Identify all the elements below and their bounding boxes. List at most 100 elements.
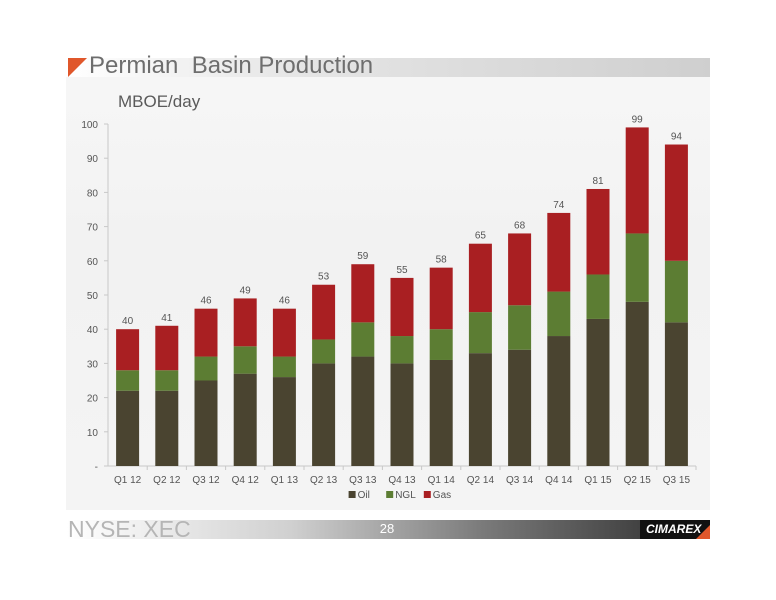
bar-segment-ngl bbox=[272, 356, 296, 378]
x-tick-label: Q2 14 bbox=[467, 475, 495, 486]
bar-total-label: 40 bbox=[122, 316, 134, 327]
bar-segment-gas bbox=[586, 188, 610, 275]
bar-segment-gas bbox=[312, 284, 336, 340]
bar-segment-oil bbox=[155, 390, 179, 466]
bar-segment-oil bbox=[586, 318, 610, 466]
bar-segment-ngl bbox=[664, 260, 688, 323]
y-tick-label: 40 bbox=[87, 325, 99, 336]
legend-label-ngl: NGL bbox=[395, 490, 416, 501]
bar-segment-ngl bbox=[547, 291, 571, 337]
bar-segment-gas bbox=[194, 308, 218, 357]
x-tick-label: Q3 14 bbox=[506, 475, 534, 486]
bar-segment-gas bbox=[547, 212, 571, 292]
bar-segment-oil bbox=[351, 356, 375, 466]
title-accent bbox=[68, 58, 87, 77]
company-logo: CIMAREX bbox=[640, 520, 710, 539]
bar-segment-gas bbox=[390, 277, 414, 337]
bar-segment-gas bbox=[508, 233, 532, 306]
legend-swatch-ngl bbox=[386, 491, 394, 498]
x-tick-label: Q1 12 bbox=[114, 475, 142, 486]
bar-segment-gas bbox=[664, 144, 688, 261]
bar-segment-oil bbox=[390, 363, 414, 466]
bar-segment-oil bbox=[194, 380, 218, 466]
page-number: 28 bbox=[379, 521, 395, 536]
bar-segment-oil bbox=[547, 336, 571, 466]
bar-segment-ngl bbox=[233, 346, 257, 374]
bar-segment-oil bbox=[508, 349, 532, 466]
bar-segment-gas bbox=[625, 127, 649, 234]
x-tick-label: Q3 15 bbox=[663, 475, 691, 486]
bar-segment-oil bbox=[272, 377, 296, 466]
bar-segment-ngl bbox=[625, 233, 649, 302]
logo-text: CIMAREX bbox=[646, 522, 702, 536]
bar-segment-ngl bbox=[586, 274, 610, 319]
bar-total-label: 59 bbox=[357, 251, 369, 262]
x-tick-label: Q3 12 bbox=[192, 475, 220, 486]
x-tick-label: Q4 12 bbox=[232, 475, 260, 486]
bar-segment-oil bbox=[625, 301, 649, 466]
bar-total-label: 55 bbox=[396, 265, 408, 276]
bar-segment-oil bbox=[664, 322, 688, 466]
bar-total-label: 81 bbox=[592, 176, 604, 187]
bar-segment-gas bbox=[351, 264, 375, 323]
legend-swatch-gas bbox=[423, 491, 431, 498]
legend-label-oil: Oil bbox=[358, 490, 370, 501]
bar-segment-oil bbox=[116, 390, 140, 466]
legend-swatch-oil bbox=[348, 491, 356, 498]
bar-segment-ngl bbox=[155, 370, 179, 391]
bar-segment-ngl bbox=[508, 305, 532, 350]
x-tick-label: Q2 12 bbox=[153, 475, 181, 486]
x-tick-label: Q3 13 bbox=[349, 475, 377, 486]
y-tick-label: - bbox=[95, 462, 98, 473]
x-tick-label: Q2 13 bbox=[310, 475, 338, 486]
bar-total-label: 46 bbox=[279, 296, 291, 307]
bar-segment-ngl bbox=[390, 336, 414, 364]
unit-label: MBOE/day bbox=[118, 92, 201, 111]
bar-segment-ngl bbox=[116, 370, 140, 391]
bar-total-label: 68 bbox=[514, 220, 526, 231]
bar-segment-gas bbox=[272, 308, 296, 357]
bar-total-label: 94 bbox=[671, 132, 683, 143]
bar-total-label: 53 bbox=[318, 272, 330, 283]
y-tick-label: 60 bbox=[87, 257, 99, 268]
bar-total-label: 65 bbox=[475, 231, 487, 242]
bar-segment-ngl bbox=[194, 356, 218, 381]
bar-total-label: 46 bbox=[200, 296, 212, 307]
y-tick-label: 50 bbox=[87, 291, 99, 302]
stock-ticker: NYSE: XEC bbox=[68, 516, 191, 542]
y-tick-label: 20 bbox=[87, 394, 99, 405]
y-tick-label: 90 bbox=[87, 154, 99, 165]
bar-segment-gas bbox=[155, 325, 179, 371]
bar-segment-gas bbox=[116, 329, 140, 371]
x-tick-label: Q2 15 bbox=[624, 475, 652, 486]
bar-segment-gas bbox=[429, 267, 453, 330]
bar-segment-gas bbox=[233, 298, 257, 347]
x-tick-label: Q1 13 bbox=[271, 475, 299, 486]
footer-bar bbox=[66, 520, 708, 539]
bar-total-label: 58 bbox=[436, 255, 448, 266]
x-tick-label: Q1 15 bbox=[584, 475, 612, 486]
y-tick-label: 10 bbox=[87, 428, 99, 439]
bar-segment-oil bbox=[429, 359, 453, 466]
bar-segment-ngl bbox=[351, 322, 375, 357]
bar-segment-ngl bbox=[429, 329, 453, 360]
bar-segment-oil bbox=[468, 353, 492, 466]
bar-segment-ngl bbox=[312, 339, 336, 364]
slide-title: Permian Basin Production bbox=[89, 52, 374, 79]
bar-total-label: 49 bbox=[240, 285, 252, 296]
x-tick-label: Q4 14 bbox=[545, 475, 573, 486]
y-tick-label: 30 bbox=[87, 359, 99, 370]
x-tick-label: Q4 13 bbox=[388, 475, 416, 486]
y-tick-label: 70 bbox=[87, 223, 99, 234]
bar-total-label: 41 bbox=[161, 313, 173, 324]
bar-segment-gas bbox=[468, 243, 492, 313]
y-tick-label: 80 bbox=[87, 188, 99, 199]
bar-segment-oil bbox=[233, 373, 257, 466]
logo-accent bbox=[696, 525, 710, 539]
y-tick-label: 100 bbox=[81, 120, 98, 131]
title-bar bbox=[66, 58, 710, 77]
bar-segment-oil bbox=[312, 363, 336, 466]
x-tick-label: Q1 14 bbox=[428, 475, 456, 486]
bar-total-label: 74 bbox=[553, 200, 565, 211]
